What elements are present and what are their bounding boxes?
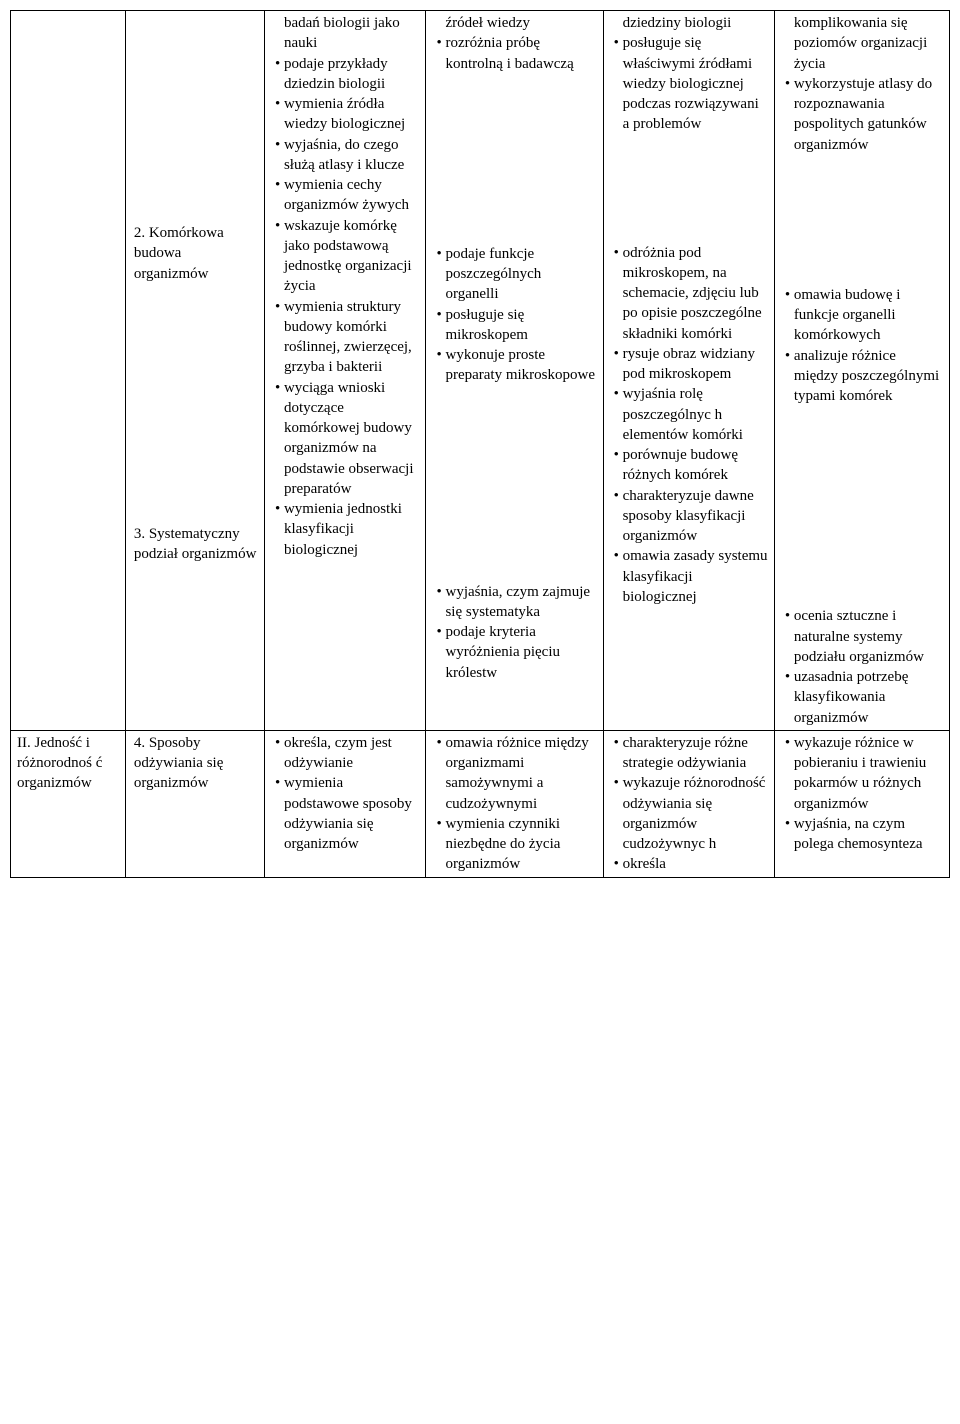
section-text: II. Jedność i różnorodnoś ć organizmów	[17, 735, 102, 792]
list-item: podaje funkcje poszczególnych organelli	[432, 244, 596, 305]
list-item: źródeł wiedzy	[432, 13, 596, 33]
list-item: podaje przykłady dziedzin biologii	[271, 54, 420, 95]
list-item: wymienia cechy organizmów żywych	[271, 175, 420, 216]
list-item: analizuje różnice między poszczególnymi …	[781, 346, 943, 407]
list-item: komplikowania się poziomów organizacji ż…	[781, 13, 943, 74]
cell-level-1: badań biologii jako nauki podaje przykła…	[264, 11, 426, 731]
list-item: wyjaśnia, na czym polega chemosynteza	[781, 814, 943, 855]
topic-text: 3. Systematyczny podział organizmów	[132, 524, 258, 565]
list-item: uzasadnia potrzebę klasyfikowania organi…	[781, 667, 943, 728]
list-item: badań biologii jako nauki	[271, 13, 420, 54]
list-item: omawia zasady systemu klasyfikacji biolo…	[610, 546, 768, 607]
list-item: wymienia jednostki klasyfikacji biologic…	[271, 499, 420, 560]
list-item: posługuje się właściwymi źródłami wiedzy…	[610, 33, 768, 134]
list-item: wymienia struktury budowy komórki roślin…	[271, 297, 420, 378]
list-item: wymienia źródła wiedzy biologicznej	[271, 94, 420, 135]
list-item: wykazuje różnorodność odżywiania się org…	[610, 773, 768, 854]
list-item: określa	[610, 854, 768, 874]
list-item: omawia różnice między organizmami samoży…	[432, 733, 596, 814]
cell-level-1: określa, czym jest odżywianie wymienia p…	[264, 730, 426, 877]
cell-topics: 2. Komórkowa budowa organizmów 3. System…	[125, 11, 264, 731]
list-item: wymienia czynniki niezbędne do życia org…	[432, 814, 596, 875]
list-item: omawia budowę i funkcje organelli komórk…	[781, 285, 943, 346]
list-item: wyjaśnia, do czego służą atlasy i klucze	[271, 135, 420, 176]
curriculum-table: 2. Komórkowa budowa organizmów 3. System…	[10, 10, 950, 878]
list-item: wskazuje komórkę jako podstawową jednost…	[271, 216, 420, 297]
cell-level-2: omawia różnice między organizmami samoży…	[426, 730, 603, 877]
list-item: wykazuje różnice w pobieraniu i trawieni…	[781, 733, 943, 814]
list-item: wyciąga wnioski dotyczące komórkowej bud…	[271, 378, 420, 500]
topic-text: 4. Sposoby odżywiania się organizmów	[132, 733, 258, 794]
cell-section	[11, 11, 126, 731]
list-item: wyjaśnia rolę poszczególnyc h elementów …	[610, 384, 768, 445]
list-item: odróżnia pod mikroskopem, na schemacie, …	[610, 243, 768, 344]
list-item: wykorzystuje atlasy do rozpoznawania pos…	[781, 74, 943, 155]
cell-topics: 4. Sposoby odżywiania się organizmów	[125, 730, 264, 877]
cell-level-3: dziedziny biologii posługuje się właściw…	[603, 11, 774, 731]
table-row: II. Jedność i różnorodnoś ć organizmów 4…	[11, 730, 950, 877]
list-item: wyjaśnia, czym zajmuje się systematyka	[432, 582, 596, 623]
cell-level-2: źródeł wiedzy rozróżnia próbę kontrolną …	[426, 11, 603, 731]
list-item: podaje kryteria wyróżnienia pięciu króle…	[432, 622, 596, 683]
cell-section: II. Jedność i różnorodnoś ć organizmów	[11, 730, 126, 877]
list-item: ocenia sztuczne i naturalne systemy podz…	[781, 606, 943, 667]
list-item: posługuje się mikroskopem	[432, 305, 596, 346]
cell-level-4: wykazuje różnice w pobieraniu i trawieni…	[774, 730, 949, 877]
list-item: charakteryzuje różne strategie odżywiani…	[610, 733, 768, 774]
list-item: charakteryzuje dawne sposoby klasyfikacj…	[610, 486, 768, 547]
topic-text: 2. Komórkowa budowa organizmów	[132, 223, 258, 284]
list-item: porównuje budowę różnych komórek	[610, 445, 768, 486]
list-item: wymienia podstawowe sposoby odżywiania s…	[271, 773, 420, 854]
table-row: 2. Komórkowa budowa organizmów 3. System…	[11, 11, 950, 731]
cell-level-4: komplikowania się poziomów organizacji ż…	[774, 11, 949, 731]
list-item: dziedziny biologii	[610, 13, 768, 33]
list-item: rysuje obraz widziany pod mikroskopem	[610, 344, 768, 385]
list-item: określa, czym jest odżywianie	[271, 733, 420, 774]
list-item: wykonuje proste preparaty mikroskopowe	[432, 345, 596, 386]
cell-level-3: charakteryzuje różne strategie odżywiani…	[603, 730, 774, 877]
list-item: rozróżnia próbę kontrolną i badawczą	[432, 33, 596, 74]
